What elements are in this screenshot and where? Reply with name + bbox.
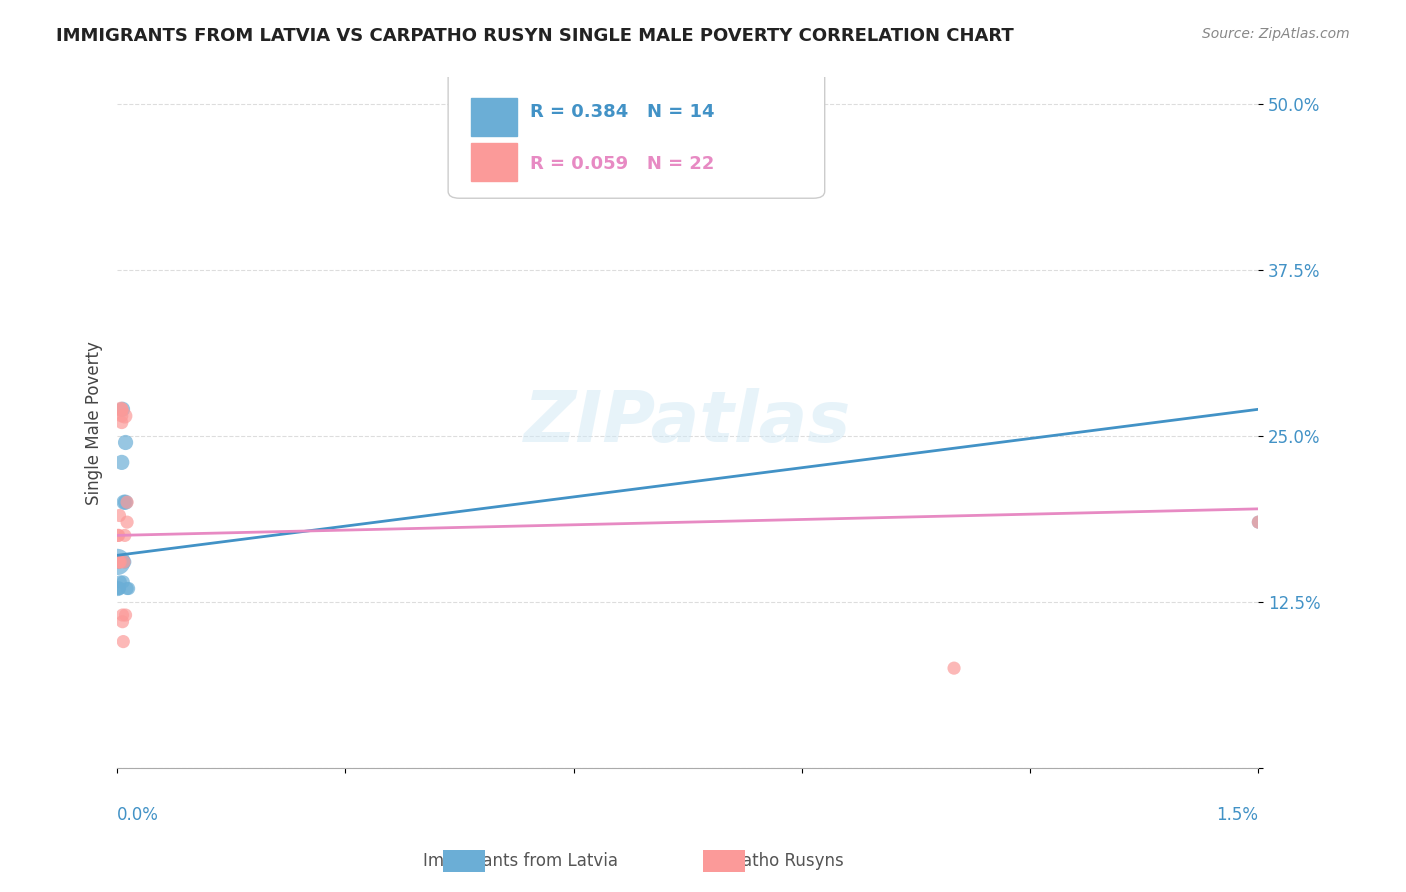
- Text: 1.5%: 1.5%: [1216, 805, 1258, 823]
- Y-axis label: Single Male Poverty: Single Male Poverty: [86, 341, 103, 505]
- Text: R = 0.384   N = 14: R = 0.384 N = 14: [530, 103, 714, 121]
- Point: [107, 528, 129, 542]
- FancyBboxPatch shape: [449, 70, 825, 198]
- Point: [114, 528, 136, 542]
- Point: [1247, 515, 1270, 529]
- Point: [112, 574, 135, 589]
- Point: [111, 402, 134, 417]
- Text: IMMIGRANTS FROM LATVIA VS CARPATHO RUSYN SINGLE MALE POVERTY CORRELATION CHART: IMMIGRANTS FROM LATVIA VS CARPATHO RUSYN…: [56, 27, 1014, 45]
- Text: Source: ZipAtlas.com: Source: ZipAtlas.com: [1202, 27, 1350, 41]
- Point: [111, 409, 134, 423]
- Point: [114, 608, 136, 623]
- Text: Immigrants from Latvia: Immigrants from Latvia: [423, 852, 617, 870]
- Point: [111, 402, 134, 417]
- Point: [107, 582, 129, 596]
- Point: [111, 416, 134, 430]
- Point: [112, 495, 135, 509]
- Point: [111, 455, 134, 469]
- Point: [110, 555, 132, 569]
- Point: [105, 555, 128, 569]
- Point: [107, 528, 129, 542]
- Text: R = 0.059   N = 22: R = 0.059 N = 22: [530, 154, 714, 173]
- Point: [108, 508, 131, 523]
- Point: [114, 435, 136, 450]
- Point: [115, 495, 138, 509]
- Point: [114, 409, 136, 423]
- Point: [110, 574, 132, 589]
- Point: [107, 555, 129, 569]
- Point: [115, 582, 138, 596]
- Text: 0.0%: 0.0%: [117, 805, 159, 823]
- Point: [111, 615, 134, 629]
- Point: [115, 515, 138, 529]
- Point: [114, 555, 136, 569]
- Point: [114, 495, 136, 509]
- Point: [108, 555, 131, 569]
- Text: ZIPatlas: ZIPatlas: [524, 388, 852, 457]
- FancyBboxPatch shape: [471, 98, 516, 136]
- Point: [111, 608, 134, 623]
- Point: [117, 582, 139, 596]
- Point: [112, 634, 135, 648]
- Point: [107, 582, 129, 596]
- Point: [108, 555, 131, 569]
- Point: [110, 402, 132, 417]
- FancyBboxPatch shape: [471, 143, 516, 181]
- Point: [112, 555, 135, 569]
- Point: [108, 582, 131, 596]
- Text: Carpatho Rusyns: Carpatho Rusyns: [703, 852, 844, 870]
- Point: [107, 555, 129, 569]
- Point: [943, 661, 966, 675]
- Point: [107, 555, 129, 569]
- Point: [1247, 515, 1270, 529]
